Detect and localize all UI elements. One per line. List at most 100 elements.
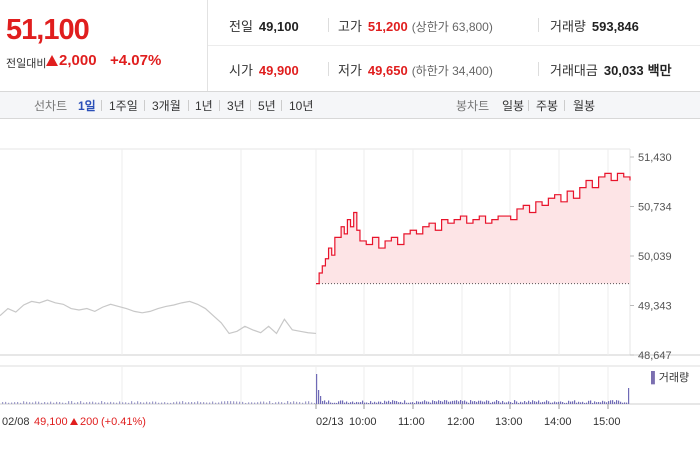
volume-bar [366,402,368,404]
volume-bar [356,401,358,404]
volume-bar [77,402,79,404]
volume-bar [326,402,328,404]
volume-bar [622,402,624,404]
high-value: 51,200 [367,19,408,34]
volume-bar [600,402,602,404]
volume-bar [374,401,376,404]
volume-bar [272,402,274,404]
prev-close: 전일 49,100 [229,16,299,35]
volume-bar [472,401,474,404]
volume-bar [206,402,208,404]
volume-bar [440,400,442,404]
volume-bar [398,402,400,404]
volume-bar [484,401,486,404]
volume-bar [528,400,530,404]
prev-close-value: 49,100 [258,19,299,34]
change-percent: +4.07% [110,52,162,69]
volume-legend-label: 거래량 [659,371,689,384]
change-amount: 2,000 [59,52,97,69]
volume-bar [318,390,320,404]
x-tick-label: 15:00 [593,416,621,428]
volume-bar [452,400,454,404]
period-3y[interactable]: 3년 [227,99,245,113]
period-3m[interactable]: 3개월 [152,99,181,113]
volume-bar [32,402,34,404]
volume-bar [113,402,115,404]
volume-bar [110,401,112,404]
volume-bar [182,401,184,404]
volume-bar [496,400,498,404]
volume-bar [38,401,40,404]
volume-bar [518,402,520,404]
candle-monthly[interactable]: 월봉 [573,99,596,113]
volume-bar [11,402,13,404]
volume-bar [546,400,548,404]
volume-bar [482,401,484,404]
volume-bar [418,401,420,404]
volume-bar [466,401,468,404]
volume-bar [269,401,271,404]
period-1y[interactable]: 1년 [195,99,213,113]
line-chart-label: 선차트 [34,99,68,113]
volume-bar [360,402,362,404]
volume-bar [526,402,528,404]
volume-value: 593,846 [591,19,639,34]
y-tick-label: 50,734 [638,202,672,214]
x-axis-ticks: 02/13 10:00 11:00 12:00 13:00 14:00 15:00 [315,404,621,428]
volume-bar [248,402,250,404]
period-5y[interactable]: 5년 [258,99,276,113]
period-1d[interactable]: 1일 [78,99,96,113]
volume-bar [47,402,49,404]
volume-bar [456,400,458,404]
volume-bar [572,401,574,404]
amount-label: 거래대금 [550,63,598,78]
volume-bar [436,401,438,404]
volume-bar [334,402,336,404]
volume-bar [218,402,220,404]
y-tick-label: 49,343 [638,301,672,313]
volume-bar [426,401,428,404]
volume-bar [14,402,16,404]
change-label: 전일대비 [6,58,47,70]
volume-bar [580,402,582,404]
volume-bar [412,402,414,404]
volume-bar [23,401,25,404]
volume-bar [149,402,151,404]
volume-bar [101,401,103,404]
x-tick-label: 13:00 [495,416,523,428]
volume-bar [570,401,572,404]
volume-bar [8,402,10,404]
volume-bar [86,402,88,404]
open-value: 49,900 [258,63,299,78]
volume-bar [358,402,360,404]
volume-bar [480,400,482,404]
volume-bar [576,402,578,404]
volume-bar [384,400,386,404]
candle-daily[interactable]: 일봉 [502,99,525,113]
volume-bar [62,402,64,404]
volume-bar [161,402,163,404]
volume-bar [376,402,378,404]
volume-bar [320,396,322,404]
series-area-today [316,173,630,284]
volume-bar [524,401,526,404]
volume-bar [143,402,145,404]
volume-bar [296,401,298,404]
volume-bar [474,401,476,404]
volume-bar [173,402,175,404]
volume-bar [500,402,502,404]
volume-bar [532,400,534,404]
period-10y[interactable]: 10년 [289,99,314,113]
volume-bar [516,401,518,404]
volume-bar [498,401,500,404]
volume-bar [340,400,342,404]
volume-bar [104,402,106,404]
volume-bar [164,402,166,404]
period-1w[interactable]: 1주일 [109,99,138,113]
volume-bar [35,401,37,404]
volume-bar [450,401,452,404]
volume-bar [5,401,7,404]
volume-bar [620,401,622,404]
candle-weekly[interactable]: 주봉 [536,99,559,113]
volume-bar [128,402,130,404]
